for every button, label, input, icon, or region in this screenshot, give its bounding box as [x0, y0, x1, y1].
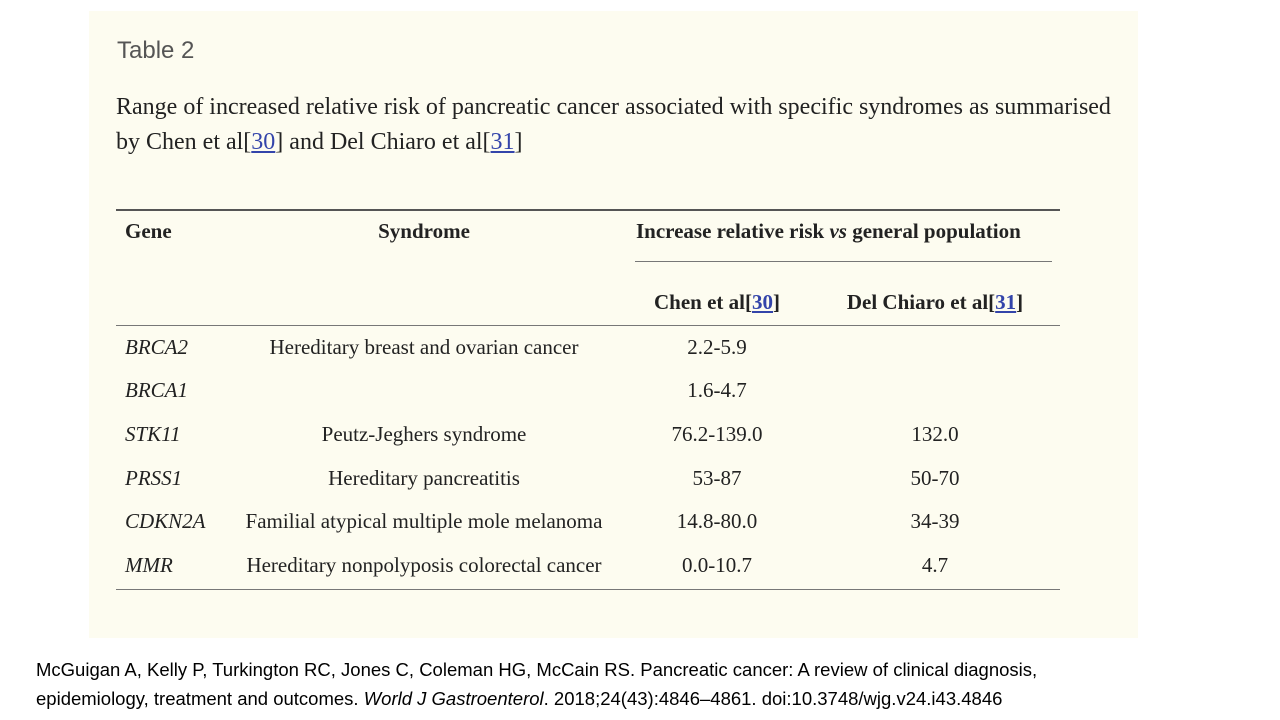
header-chen: Chen et al[30] — [654, 290, 780, 315]
caption-text-after: ] — [514, 129, 523, 155]
header-delchiaro-suffix: ] — [1016, 290, 1024, 314]
table-row-delchiaro: 132.0 — [911, 422, 959, 446]
group-header-rule — [635, 261, 1052, 262]
header-delchiaro-ref-link[interactable]: 31 — [995, 290, 1017, 314]
table-row-gene: CDKN2A — [125, 509, 206, 533]
header-group-tail: general population — [846, 219, 1021, 243]
caption-text-before: Range of increased relative risk of panc… — [116, 94, 1111, 155]
citation-line-2-after: . 2018;24(43):4846–4861. doi:10.3748/wjg… — [543, 688, 1003, 709]
citation-line-1: McGuigan A, Kelly P, Turkington RC, Jone… — [36, 659, 1038, 680]
header-delchiaro-prefix: Del Chiaro et al[ — [846, 290, 996, 314]
citation-line-2: epidemiology, treatment and outcomes. Wo… — [36, 684, 1256, 713]
table-row-delchiaro: 4.7 — [921, 553, 949, 577]
table-row-delchiaro: 50-70 — [910, 466, 960, 490]
caption-ref-30-link[interactable]: 30 — [251, 129, 276, 155]
header-syndrome: Syndrome — [378, 219, 470, 243]
table-row-syndrome: Peutz-Jeghers syndrome — [321, 422, 527, 446]
header-chen-ref-link[interactable]: 30 — [752, 290, 773, 314]
header-chen-suffix: ] — [773, 290, 780, 314]
header-chen-prefix: Chen et al[ — [654, 290, 752, 314]
table-row-chen: 1.6-4.7 — [687, 378, 747, 402]
table-row-chen: 0.0-10.7 — [682, 553, 752, 577]
citation-journal: World J Gastroenterol — [363, 688, 544, 709]
header-group-vs: vs — [829, 219, 847, 243]
table-row-gene: PRSS1 — [125, 466, 183, 490]
table-row-gene: BRCA1 — [125, 378, 188, 402]
table-caption: Range of increased relative risk of panc… — [116, 90, 1116, 160]
table-row-chen: 14.8-80.0 — [676, 509, 758, 533]
table-row-chen: 53-87 — [692, 466, 742, 490]
header-gene: Gene — [125, 219, 172, 243]
table-panel — [89, 11, 1138, 638]
citation-line-2-before: epidemiology, treatment and outcomes. — [36, 688, 364, 709]
header-bottom-rule — [116, 325, 1060, 326]
table-row-gene: STK11 — [125, 422, 181, 446]
table-top-rule — [116, 209, 1060, 211]
table-row-chen: 2.2-5.9 — [687, 335, 747, 359]
table-row-syndrome: Familial atypical multiple mole melanoma — [245, 509, 603, 533]
table-row-syndrome: Hereditary breast and ovarian cancer — [269, 335, 579, 359]
table-bottom-rule — [116, 589, 1060, 590]
table-row-gene: BRCA2 — [125, 335, 188, 359]
table-row-delchiaro: 34-39 — [910, 509, 960, 533]
table-row-chen: 76.2-139.0 — [671, 422, 763, 446]
table-row-syndrome: Hereditary pancreatitis — [328, 466, 520, 490]
table-label: Table 2 — [117, 37, 195, 64]
table-row-gene: MMR — [125, 553, 173, 577]
table-row-syndrome: Hereditary nonpolyposis colorectal cance… — [246, 553, 602, 577]
caption-ref-31-link[interactable]: 31 — [490, 129, 515, 155]
citation-footer: McGuigan A, Kelly P, Turkington RC, Jone… — [36, 655, 1256, 713]
header-group-text: Increase relative risk — [636, 219, 830, 243]
caption-text-middle: ] and Del Chiaro et al[ — [275, 129, 491, 155]
header-relative-risk-group: Increase relative risk vs general popula… — [636, 219, 1021, 244]
header-delchiaro: Del Chiaro et al[31] — [847, 290, 1023, 315]
